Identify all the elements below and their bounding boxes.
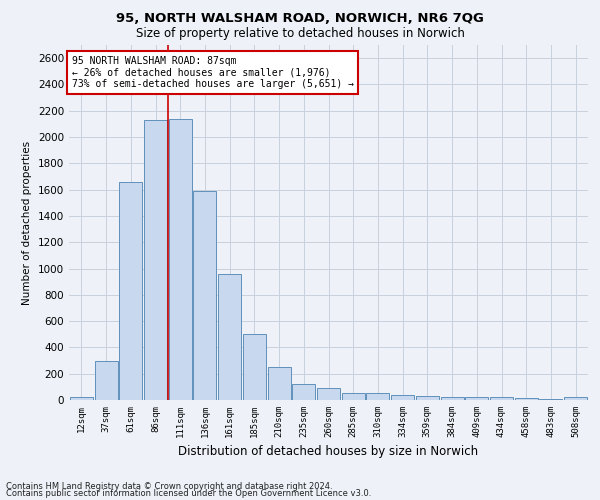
Bar: [564, 397, 587, 400]
Bar: [268, 367, 290, 400]
Bar: [193, 191, 217, 400]
Text: Contains HM Land Registry data © Crown copyright and database right 2024.: Contains HM Land Registry data © Crown c…: [6, 482, 332, 491]
Bar: [243, 334, 266, 400]
Bar: [119, 182, 142, 400]
Bar: [367, 394, 389, 400]
Bar: [144, 120, 167, 400]
Y-axis label: Number of detached properties: Number of detached properties: [22, 140, 32, 304]
Bar: [95, 360, 118, 400]
Bar: [440, 397, 464, 400]
Bar: [169, 118, 192, 400]
Bar: [490, 397, 513, 400]
Text: 95, NORTH WALSHAM ROAD, NORWICH, NR6 7QG: 95, NORTH WALSHAM ROAD, NORWICH, NR6 7QG: [116, 12, 484, 26]
Bar: [416, 396, 439, 400]
Bar: [342, 394, 365, 400]
X-axis label: Distribution of detached houses by size in Norwich: Distribution of detached houses by size …: [178, 446, 479, 458]
Text: Contains public sector information licensed under the Open Government Licence v3: Contains public sector information licen…: [6, 490, 371, 498]
Bar: [391, 396, 414, 400]
Bar: [218, 274, 241, 400]
Bar: [70, 396, 93, 400]
Text: Size of property relative to detached houses in Norwich: Size of property relative to detached ho…: [136, 28, 464, 40]
Bar: [465, 398, 488, 400]
Bar: [515, 398, 538, 400]
Bar: [292, 384, 315, 400]
Text: 95 NORTH WALSHAM ROAD: 87sqm
← 26% of detached houses are smaller (1,976)
73% of: 95 NORTH WALSHAM ROAD: 87sqm ← 26% of de…: [71, 56, 353, 89]
Bar: [317, 388, 340, 400]
